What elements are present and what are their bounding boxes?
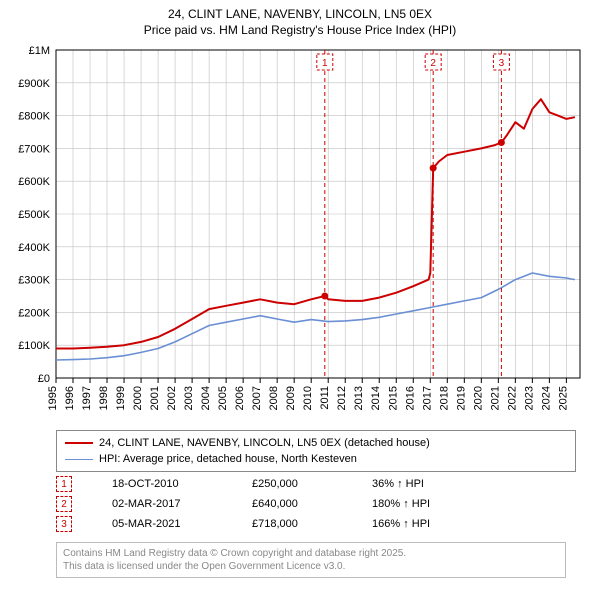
events-table: 1 18-OCT-2010 £250,000 36% ↑ HPI 2 02-MA… [56,474,576,534]
svg-text:2025: 2025 [557,386,569,410]
event-price-0: £250,000 [252,478,372,490]
svg-text:2009: 2009 [285,386,297,410]
svg-text:2016: 2016 [404,386,416,410]
svg-text:£1M: £1M [29,45,50,57]
chart-svg: £0 £100K £200K £300K £400K £500K £600K £700K £80… [0,44,600,424]
svg-text:2011: 2011 [319,386,331,410]
legend-label-1: HPI: Average price, detached house, Nort… [99,453,357,465]
attribution-footer: Contains HM Land Registry data © Crown c… [56,542,566,578]
svg-text:£700K: £700K [18,143,50,155]
svg-text:1996: 1996 [64,386,76,410]
svg-text:2019: 2019 [455,386,467,410]
svg-text:2022: 2022 [506,386,518,410]
chart-container: 24, CLINT LANE, NAVENBY, LINCOLN, LN5 0E… [0,0,600,590]
event-row-2: 3 05-MAR-2021 £718,000 166% ↑ HPI [56,514,576,534]
event-date-1: 02-MAR-2017 [112,498,252,510]
svg-text:2007: 2007 [251,386,263,410]
svg-text:£0: £0 [38,373,50,385]
svg-text:2015: 2015 [387,386,399,410]
title-line1: 24, CLINT LANE, NAVENBY, LINCOLN, LN5 0E… [0,6,600,22]
svg-text:2018: 2018 [438,386,450,410]
svg-text:2: 2 [430,58,436,69]
svg-text:1995: 1995 [47,386,59,410]
event-date-0: 18-OCT-2010 [112,478,252,490]
svg-text:2020: 2020 [472,386,484,410]
legend: 24, CLINT LANE, NAVENBY, LINCOLN, LN5 0E… [56,430,576,472]
svg-text:2000: 2000 [132,386,144,410]
event-marker-0: 1 [56,476,72,492]
event-price-2: £718,000 [252,518,372,530]
event-pct-1: 180% ↑ HPI [372,498,430,510]
svg-text:3: 3 [499,58,505,69]
svg-text:2021: 2021 [489,386,501,410]
svg-text:£500K: £500K [18,209,50,221]
svg-text:2014: 2014 [370,386,382,410]
svg-text:£800K: £800K [18,111,50,123]
legend-row-0: 24, CLINT LANE, NAVENBY, LINCOLN, LN5 0E… [65,435,567,451]
svg-text:2012: 2012 [336,386,348,410]
title-block: 24, CLINT LANE, NAVENBY, LINCOLN, LN5 0E… [0,0,600,38]
svg-text:2017: 2017 [421,386,433,410]
svg-text:2008: 2008 [268,386,280,410]
event-pct-0: 36% ↑ HPI [372,478,424,490]
event-pct-2: 166% ↑ HPI [372,518,430,530]
svg-text:1: 1 [322,58,328,69]
svg-text:£300K: £300K [18,275,50,287]
footer-line1: Contains HM Land Registry data © Crown c… [63,547,559,560]
legend-swatch-0 [65,442,93,444]
legend-swatch-1 [65,459,93,460]
svg-text:£200K: £200K [18,307,50,319]
title-line2: Price paid vs. HM Land Registry's House … [0,22,600,38]
svg-text:1998: 1998 [98,386,110,410]
svg-text:2005: 2005 [217,386,229,410]
svg-text:2013: 2013 [353,386,365,410]
svg-text:£600K: £600K [18,176,50,188]
svg-text:2010: 2010 [302,386,314,410]
svg-text:1997: 1997 [81,386,93,410]
footer-line2: This data is licensed under the Open Gov… [63,560,559,573]
legend-label-0: 24, CLINT LANE, NAVENBY, LINCOLN, LN5 0E… [99,437,430,449]
legend-row-1: HPI: Average price, detached house, Nort… [65,451,567,467]
svg-text:£100K: £100K [18,340,50,352]
svg-text:2004: 2004 [200,386,212,410]
event-row-1: 2 02-MAR-2017 £640,000 180% ↑ HPI [56,494,576,514]
event-marker-2: 3 [56,516,72,532]
event-row-0: 1 18-OCT-2010 £250,000 36% ↑ HPI [56,474,576,494]
svg-text:2024: 2024 [540,386,552,410]
svg-text:£400K: £400K [18,242,50,254]
svg-text:2002: 2002 [166,386,178,410]
svg-text:1999: 1999 [115,386,127,410]
svg-text:2003: 2003 [183,386,195,410]
svg-text:£900K: £900K [18,78,50,90]
event-marker-1: 2 [56,496,72,512]
event-date-2: 05-MAR-2021 [112,518,252,530]
chart: £0 £100K £200K £300K £400K £500K £600K £700K £80… [0,44,600,424]
event-price-1: £640,000 [252,498,372,510]
svg-text:2001: 2001 [149,386,161,410]
svg-text:2023: 2023 [523,386,535,410]
svg-text:2006: 2006 [234,386,246,410]
